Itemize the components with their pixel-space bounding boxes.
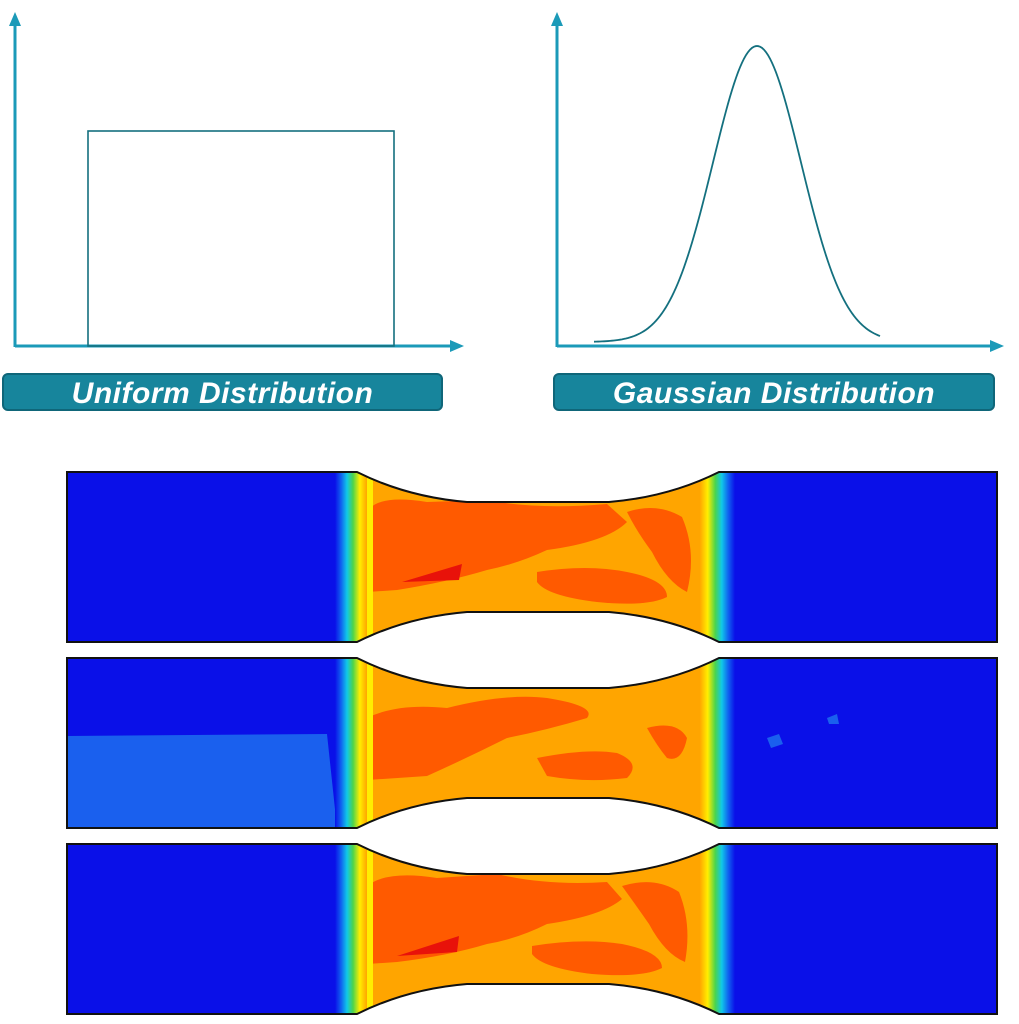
specimen-bottom <box>66 843 998 1015</box>
gaussian-x-axis-arrow <box>990 340 1004 352</box>
gaussian-curve <box>593 45 881 343</box>
peak-zone <box>397 936 459 956</box>
hot-zone <box>532 941 662 976</box>
yellow-band <box>367 472 373 642</box>
light-blue-spot <box>827 714 839 724</box>
transition-right <box>691 658 735 828</box>
uniform-distribution-plot <box>9 12 464 352</box>
light-blue-spot <box>767 734 783 748</box>
specimen-middle <box>66 657 998 829</box>
hot-zone <box>627 508 691 592</box>
peak-zone <box>402 564 462 582</box>
uniform-distribution-label: Uniform Distribution <box>2 373 443 411</box>
uniform-density-box <box>87 130 395 347</box>
hot-zone <box>367 874 622 964</box>
gaussian-distribution-label: Gaussian Distribution <box>553 373 995 411</box>
hot-zone <box>367 499 627 592</box>
gaussian-distribution-plot <box>551 12 1004 352</box>
hot-zone <box>537 568 667 604</box>
specimen-contour-maps <box>66 471 998 1015</box>
transition-right <box>691 844 735 1014</box>
gaussian-y-axis-arrow <box>551 12 563 26</box>
transition-right <box>691 472 735 642</box>
specimen-outline <box>66 843 998 1015</box>
uniform-y-axis-arrow <box>9 12 21 26</box>
yellow-band <box>367 658 373 828</box>
specimen-top <box>66 471 998 643</box>
hot-zone <box>367 696 589 780</box>
hot-zone <box>537 751 633 781</box>
uniform-x-axis-arrow <box>450 340 464 352</box>
yellow-band <box>367 844 373 1014</box>
hot-zone <box>622 882 688 962</box>
light-blue-band <box>67 734 337 828</box>
hot-zone <box>647 725 687 759</box>
specimen-outline <box>66 657 998 829</box>
specimen-outline <box>66 471 998 643</box>
